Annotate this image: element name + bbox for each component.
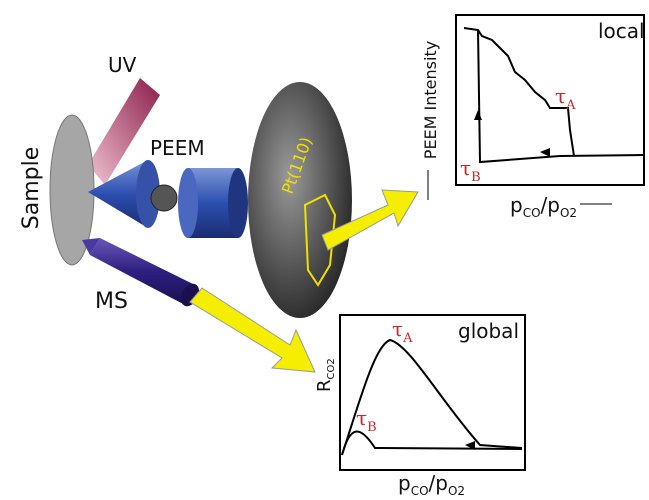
local-label: local bbox=[598, 19, 645, 43]
p: p bbox=[510, 193, 523, 217]
sub: A bbox=[402, 331, 413, 346]
symbol: τ bbox=[392, 317, 403, 341]
global-label: global bbox=[458, 319, 519, 343]
sub: O2 bbox=[560, 206, 577, 220]
local-y-label: PEEM Intensity bbox=[421, 41, 440, 159]
sub: A bbox=[565, 98, 576, 113]
uv-label: UV bbox=[108, 53, 137, 77]
pt-surface bbox=[248, 82, 352, 318]
p: /p bbox=[429, 471, 448, 495]
peem-lens bbox=[151, 185, 177, 211]
peem-cylinder-end bbox=[178, 168, 198, 238]
local-arrowhead bbox=[474, 110, 482, 120]
global-curve-low bbox=[342, 432, 522, 455]
sub: CO bbox=[411, 484, 429, 498]
local-arrowhead bbox=[540, 148, 550, 157]
global-curve bbox=[342, 340, 522, 455]
local-x-label: pCO/pO2 bbox=[510, 193, 577, 220]
ms-label: MS bbox=[95, 289, 128, 314]
symbol: τ bbox=[356, 406, 367, 430]
global-y-label: RCO2 bbox=[314, 358, 337, 392]
p: /p bbox=[541, 193, 560, 217]
sub: B bbox=[367, 420, 377, 435]
peem-label: PEEM bbox=[150, 136, 205, 160]
symbol: τ bbox=[555, 84, 566, 108]
global-tau-b: τB bbox=[356, 406, 377, 435]
main: R bbox=[314, 379, 335, 392]
sample-label: Sample bbox=[19, 147, 44, 230]
figure: UV Sample PEEM MS Pt(110) local PEEM Int… bbox=[0, 0, 649, 500]
global-x-label: pCO/pO2 bbox=[398, 471, 465, 498]
peem-cylinder-back bbox=[228, 168, 248, 238]
sub: CO2 bbox=[326, 358, 337, 379]
local-tau-b: τB bbox=[460, 156, 481, 185]
sub: B bbox=[471, 170, 481, 185]
symbol: τ bbox=[460, 156, 471, 180]
sub: CO bbox=[523, 206, 541, 220]
p: p bbox=[398, 471, 411, 495]
sub: O2 bbox=[448, 484, 465, 498]
